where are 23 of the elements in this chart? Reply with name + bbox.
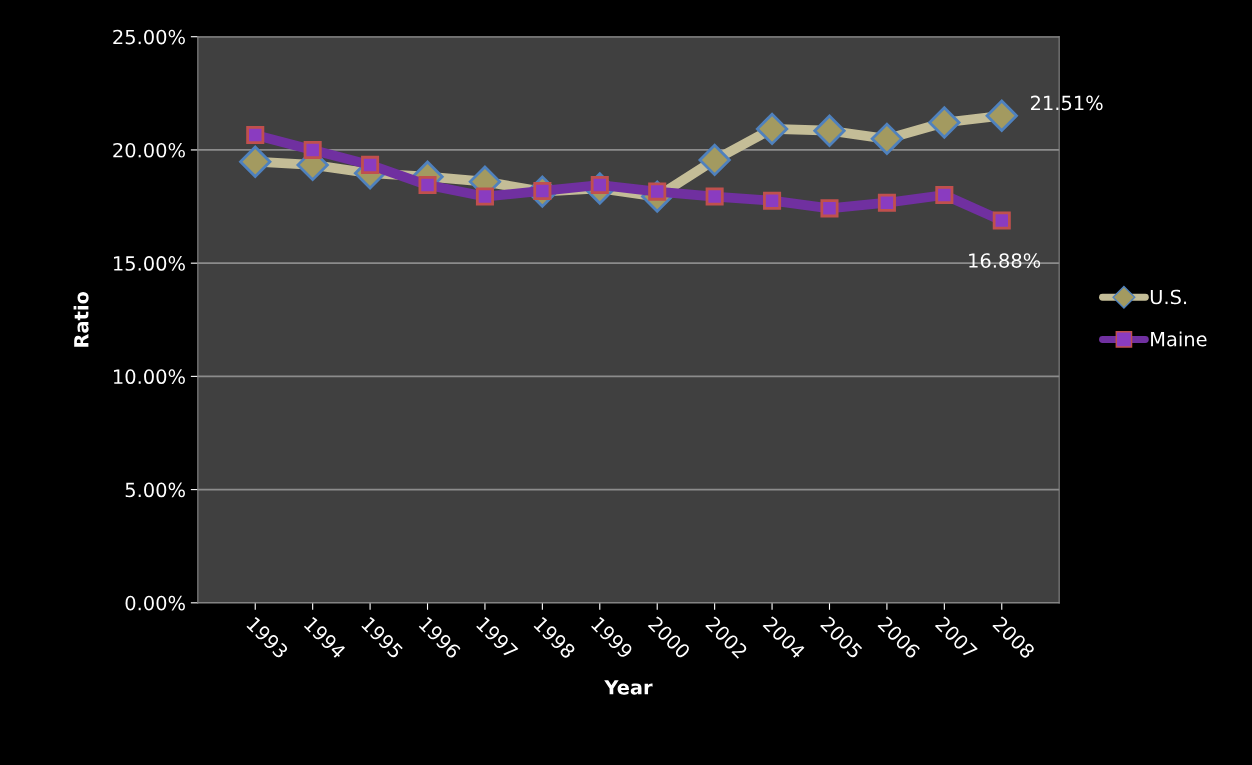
point	[361, 155, 380, 174]
y-tick-label: 15.00%	[114, 256, 185, 271]
point	[992, 211, 1011, 230]
y-axis-title: Ratio	[73, 291, 89, 347]
point	[418, 176, 437, 195]
y-tick-label: 25.00%	[113, 29, 185, 45]
data-label: 21.51%	[1030, 95, 1103, 111]
point	[877, 193, 896, 212]
point	[303, 140, 322, 159]
legend-label: Maine	[1151, 331, 1207, 347]
x-axis-title: Year	[604, 680, 653, 695]
data-label: 16.88%	[969, 253, 1041, 268]
point	[935, 185, 954, 205]
point	[705, 187, 724, 206]
point	[820, 199, 839, 218]
point	[246, 125, 265, 145]
y-tick-label: 0.00%	[125, 595, 185, 611]
y-tick-label: 5.00%	[125, 482, 185, 498]
y-tick-label: 20.00%	[113, 142, 185, 158]
y-tick-label: 10.00%	[114, 369, 185, 385]
point	[763, 191, 782, 210]
legend-label: U.S.	[1150, 289, 1187, 305]
point	[475, 187, 494, 206]
